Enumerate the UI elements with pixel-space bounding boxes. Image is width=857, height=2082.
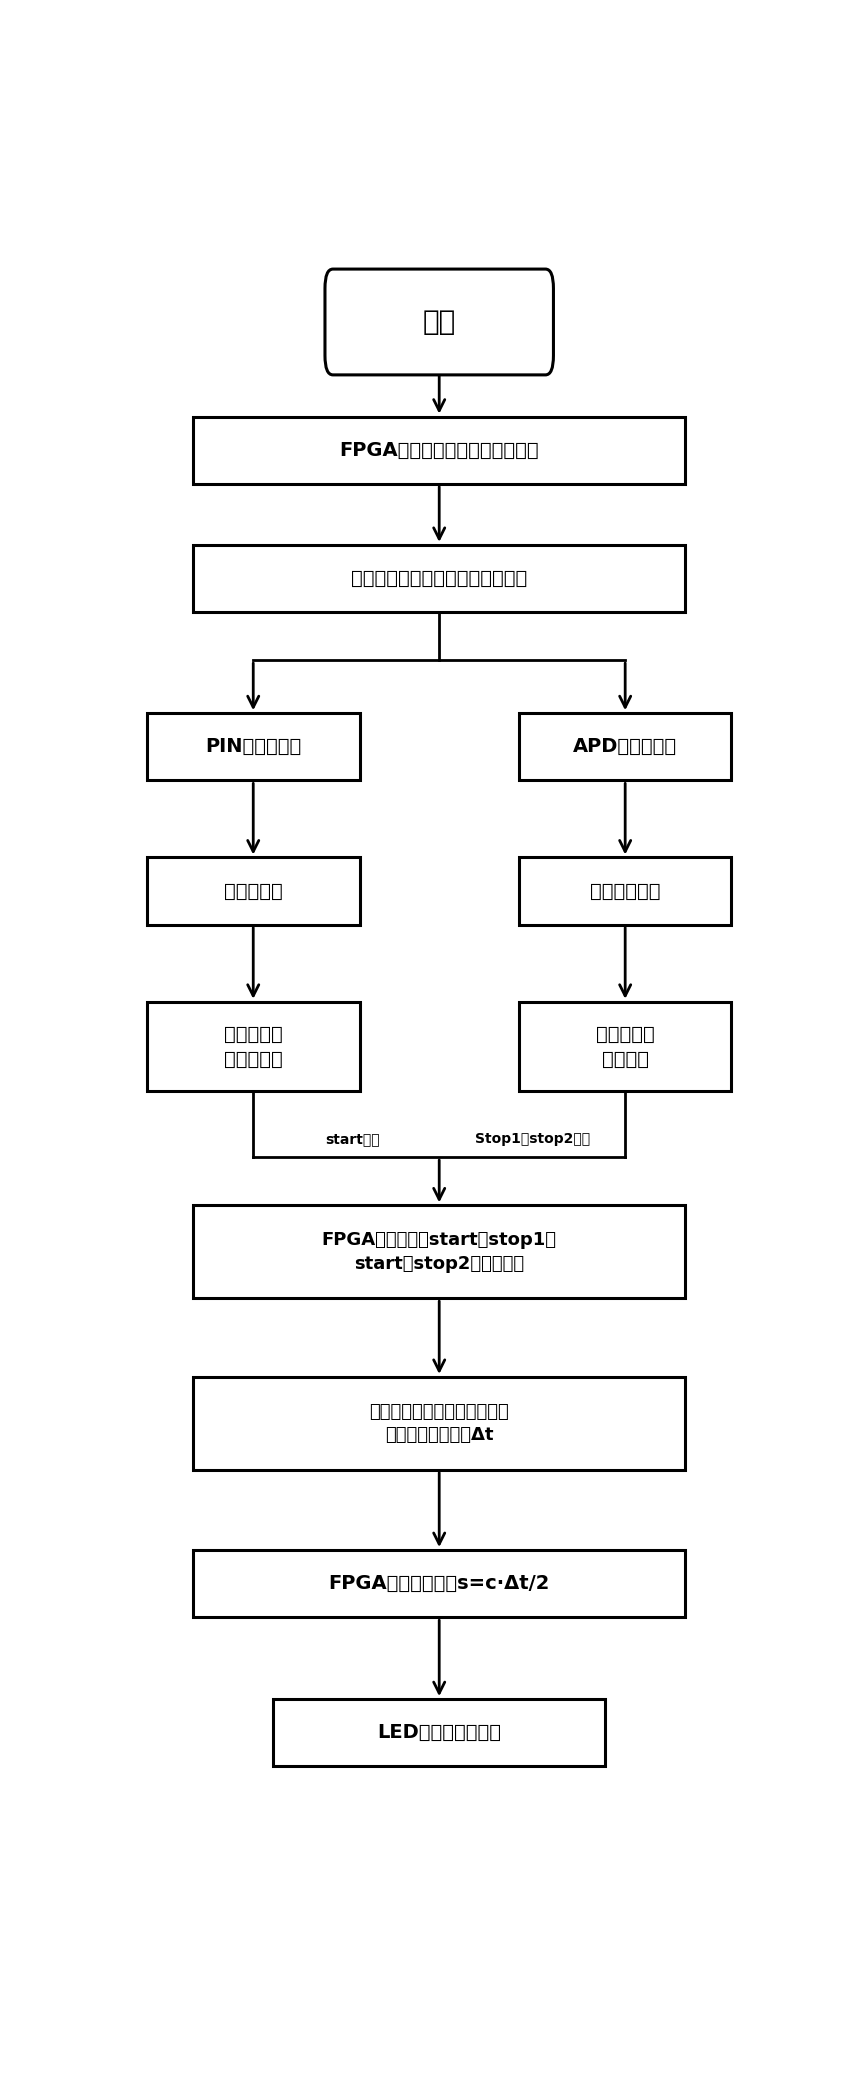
Text: 激光器发射脉冲激光并经光学系统: 激光器发射脉冲激光并经光学系统 bbox=[351, 568, 527, 587]
FancyBboxPatch shape bbox=[519, 858, 732, 924]
Text: LED显示及数据保存: LED显示及数据保存 bbox=[377, 1724, 501, 1743]
FancyBboxPatch shape bbox=[194, 1376, 685, 1470]
FancyBboxPatch shape bbox=[519, 714, 732, 781]
Text: 双阈値时刻
鉴别电路: 双阈値时刻 鉴别电路 bbox=[596, 1024, 655, 1068]
Text: 回波信号处理: 回波信号处理 bbox=[590, 881, 661, 902]
FancyBboxPatch shape bbox=[194, 1549, 685, 1618]
Text: PIN光电探测器: PIN光电探测器 bbox=[205, 737, 302, 756]
FancyBboxPatch shape bbox=[147, 1001, 360, 1091]
Text: 利用标定曲线补偿误差，得到
脉冲激光飞行时间Δt: 利用标定曲线补偿误差，得到 脉冲激光飞行时间Δt bbox=[369, 1403, 509, 1445]
FancyBboxPatch shape bbox=[194, 1205, 685, 1299]
FancyBboxPatch shape bbox=[147, 858, 360, 924]
Text: 主波放大器: 主波放大器 bbox=[224, 881, 283, 902]
Text: 开始: 开始 bbox=[423, 308, 456, 335]
Text: Stop1及stop2信号: Stop1及stop2信号 bbox=[475, 1133, 590, 1145]
FancyBboxPatch shape bbox=[325, 269, 554, 375]
Text: FPGA控制器计算start与stop1、
start与stop2的时间间隔: FPGA控制器计算start与stop1、 start与stop2的时间间隔 bbox=[321, 1230, 557, 1272]
Text: FPGA计算被测距离s=c·Δt/2: FPGA计算被测距离s=c·Δt/2 bbox=[328, 1574, 550, 1593]
Text: FPGA主控制器控制开启驱动电路: FPGA主控制器控制开启驱动电路 bbox=[339, 441, 539, 460]
FancyBboxPatch shape bbox=[519, 1001, 732, 1091]
FancyBboxPatch shape bbox=[147, 714, 360, 781]
Text: 固定阈値时
刻鉴别电路: 固定阈値时 刻鉴别电路 bbox=[224, 1024, 283, 1068]
Text: start信号: start信号 bbox=[326, 1133, 381, 1145]
Text: APD光电探测器: APD光电探测器 bbox=[573, 737, 677, 756]
FancyBboxPatch shape bbox=[194, 416, 685, 483]
FancyBboxPatch shape bbox=[194, 545, 685, 612]
FancyBboxPatch shape bbox=[273, 1699, 605, 1766]
